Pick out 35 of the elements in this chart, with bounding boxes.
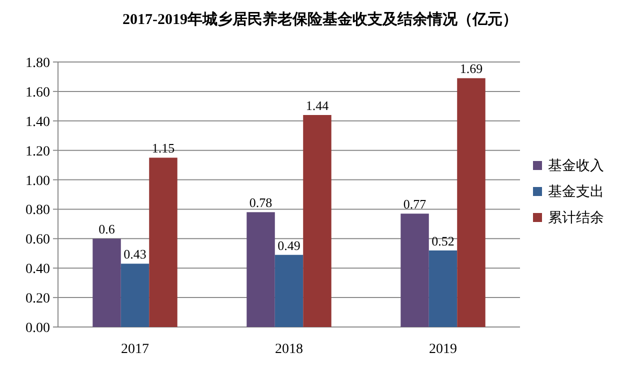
legend-label: 基金支出 (548, 184, 604, 200)
y-tick-label: 1.20 (26, 144, 50, 160)
bar (92, 238, 121, 327)
data-label: 1.15 (152, 140, 175, 156)
data-label: 0.6 (98, 222, 116, 237)
data-label: 1.69 (460, 61, 483, 76)
bar (274, 254, 304, 327)
x-tick-label: 2019 (429, 342, 457, 357)
bar (457, 78, 486, 327)
y-tick-label: 0.60 (26, 232, 50, 248)
y-tick-label: 0.80 (26, 203, 50, 218)
data-label: 0.77 (403, 196, 427, 212)
legend-label: 基金收入 (548, 158, 604, 174)
bar (149, 158, 178, 327)
bar (120, 264, 150, 327)
x-tick-label: 2017 (121, 342, 149, 357)
y-tick-label: 1.60 (26, 85, 50, 100)
data-label: 0.49 (278, 238, 300, 253)
bar (428, 250, 458, 327)
legend-label: 累计结余 (548, 210, 604, 226)
chart-title: 2017-2019年城乡居民养老保险基金收支及结余情况（亿元） (122, 10, 518, 28)
y-tick-label: 0.00 (26, 321, 50, 336)
data-label: 0.52 (432, 233, 454, 248)
data-label: 0.43 (124, 246, 146, 262)
y-tick-label: 0.40 (26, 262, 50, 278)
bar (246, 212, 275, 327)
x-tick-label: 2018 (275, 342, 303, 357)
data-label: 0.78 (249, 195, 272, 210)
y-tick-label: 1.40 (26, 114, 50, 130)
bar (303, 115, 332, 327)
y-tick-label: 0.20 (26, 292, 50, 307)
y-tick-label: 1.00 (26, 174, 50, 189)
y-tick-label: 1.80 (26, 56, 50, 71)
data-label: 1.44 (306, 98, 330, 113)
bar (400, 214, 429, 327)
